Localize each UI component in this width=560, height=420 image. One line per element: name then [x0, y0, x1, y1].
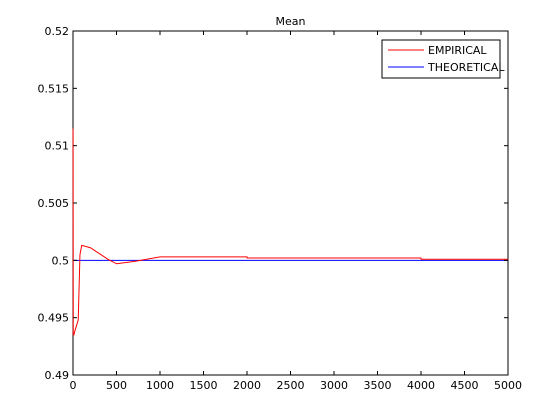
legend-box: [381, 39, 501, 79]
chart-title: Mean: [276, 15, 306, 28]
y-tick-label: 0.52: [45, 25, 70, 38]
x-tick-label: 5000: [494, 379, 522, 392]
y-tick-label: 0.515: [38, 82, 70, 95]
x-tick-label: 3000: [320, 379, 348, 392]
legend-label-theoretical: THEORETICAL: [427, 61, 505, 74]
series-layer: [72, 128, 508, 336]
x-tick-label: 1000: [146, 379, 174, 392]
x-tick-label: 0: [70, 379, 77, 392]
y-tick-label: 0.495: [38, 312, 70, 325]
plot-area: [72, 30, 509, 376]
x-tick-label: 500: [106, 379, 127, 392]
x-tick-label: 3500: [364, 379, 392, 392]
x-tick-label: 4500: [451, 379, 479, 392]
y-tick-label: 0.505: [38, 197, 70, 210]
x-tick-label: 4000: [407, 379, 435, 392]
x-tick-label: 2500: [277, 379, 305, 392]
y-tick-label: 0.5: [52, 254, 70, 267]
axes-layer: 0 500 1000 1500 2000 2500 3000 3500 4000 4500 5000…: [38, 25, 523, 392]
y-tick-label: 0.49: [45, 369, 70, 382]
legend: EMPIRICAL THEORETICAL: [381, 39, 505, 79]
legend-label-empirical: EMPIRICAL: [428, 44, 487, 57]
x-tick-label: 1500: [190, 379, 218, 392]
series-line-empirical: [72, 128, 508, 336]
y-tick-label: 0.51: [45, 140, 70, 153]
x-tick-label: 2000: [233, 379, 261, 392]
